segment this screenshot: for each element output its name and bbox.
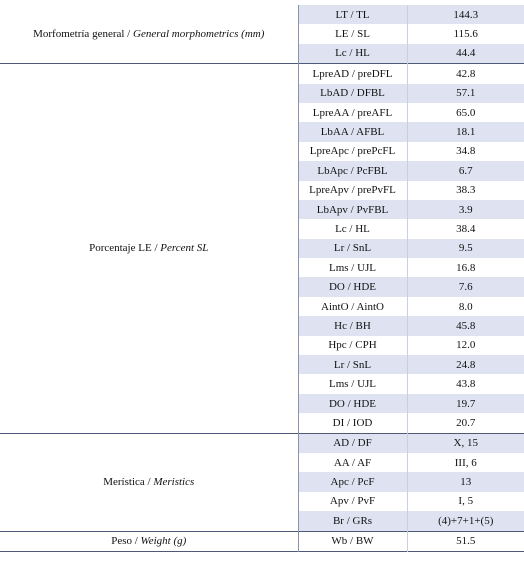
value: 34.8	[456, 145, 476, 158]
value: 9.5	[407, 238, 524, 259]
value: 12.0	[456, 339, 476, 352]
measure: Apv / PvF	[298, 491, 408, 512]
value: 7.6	[407, 277, 524, 297]
group-label: Peso / Weight (g)	[0, 530, 299, 552]
group-label: Merística / Meristics	[0, 432, 299, 532]
value: 8.0	[458, 300, 473, 313]
table-row: DO / HDE 7.6	[0, 277, 524, 297]
value: 43.8	[456, 378, 476, 391]
measure: DO / HDE	[298, 393, 408, 414]
table-row: LbApv / PvFBL 3.9	[0, 199, 524, 220]
group-label: Porcentaje LE / Percent SL	[0, 63, 299, 434]
table-row: Br / GRs (4)+7+1+(5)	[0, 511, 524, 532]
value: 24.8	[407, 355, 524, 375]
value: 38.3	[456, 184, 476, 197]
measure: Lr / SnL	[298, 355, 408, 375]
table-row: Hpc / CPH 12.0	[0, 335, 524, 356]
table-row: Lms / UJL 43.8	[0, 374, 524, 394]
measure: LpreApv / prePvFL	[298, 180, 408, 200]
measure: LbApc / PcFBL	[298, 161, 408, 181]
measure: LpreAA / preAFL	[298, 102, 408, 123]
value: 20.7	[456, 416, 476, 429]
measure: Hpc / CPH	[298, 335, 408, 356]
measure: Lc / HL	[298, 219, 408, 239]
measure: Lr / SnL	[298, 238, 408, 259]
table-row: LbAA / AFBL 18.1	[0, 122, 524, 142]
value: 45.8	[407, 316, 524, 336]
value: 57.1	[407, 83, 524, 103]
value: 6.7	[407, 161, 524, 181]
measure: AA / AF	[298, 452, 408, 473]
label-en: Meristics	[153, 476, 195, 489]
table-row: Apc / PcF 13	[0, 472, 524, 492]
measure: LT / TL	[298, 5, 408, 25]
measure: LbAA / AFBL	[298, 122, 408, 142]
value: 42.8	[407, 63, 524, 84]
measure: Lms / UJL	[298, 374, 408, 394]
table-row: Apv / PvF I, 5	[0, 491, 524, 512]
value: X, 15	[407, 432, 524, 453]
group-label: Morfometría general / General morphometr…	[0, 5, 299, 64]
label-en: Weight (g)	[140, 535, 187, 548]
value: III, 6	[454, 456, 477, 469]
table-row: LpreApv / prePvFL 38.3	[0, 180, 524, 200]
value: (4)+7+1+(5)	[407, 511, 524, 532]
table-row: Lc / HL 44.4	[0, 43, 524, 64]
measure: LpreAD / preDFL	[298, 63, 408, 84]
value: 13	[407, 472, 524, 492]
value: 3.9	[407, 199, 524, 220]
table-row: LbApc / PcFBL 6.7	[0, 161, 524, 181]
measure: LE / SL	[298, 24, 408, 44]
value: 144.3	[407, 5, 524, 25]
value: 38.4	[456, 222, 476, 235]
table-row: LpreApc / prePcFL 34.8	[0, 141, 524, 162]
table-row: Lr / SnL 9.5	[0, 238, 524, 259]
value: 115.6	[453, 28, 478, 41]
measure: LbAD / DFBL	[298, 83, 408, 103]
measure: DI / IOD	[298, 413, 408, 434]
table-row: LpreAA / preAFL 65.0	[0, 102, 524, 123]
measure: Apc / PcF	[298, 472, 408, 492]
table-row: Lr / SnL 24.8	[0, 355, 524, 375]
measure: AD / DF	[298, 432, 408, 453]
value: 18.1	[407, 122, 524, 142]
table-row: Porcentaje LE / Percent SL LpreAD / preDF…	[0, 63, 524, 434]
measure: Hc / BH	[298, 316, 408, 336]
table-row: AA / AF III, 6	[0, 452, 524, 473]
table-row: DO / HDE 19.7	[0, 393, 524, 414]
table-row: LE / SL 115.6	[0, 24, 524, 44]
table-row: Morfometría general / General morphometr…	[0, 5, 524, 64]
value: 65.0	[456, 106, 476, 119]
label-en: General morphometrics (mm)	[133, 28, 265, 41]
value: I, 5	[458, 495, 474, 508]
table-row: Hc / BH 45.8	[0, 316, 524, 336]
value: 44.4	[407, 43, 524, 64]
table-row: Merística / Meristics AD / DF X, 15	[0, 432, 524, 532]
measure: LbApv / PvFBL	[298, 199, 408, 220]
value: 19.7	[407, 393, 524, 414]
table-row: AintO / AintO 8.0	[0, 296, 524, 317]
label-es: Peso /	[111, 535, 138, 548]
label-es: Morfometría general /	[33, 28, 131, 41]
table-row: Lms / UJL 16.8	[0, 258, 524, 278]
measure: LpreApc / prePcFL	[298, 141, 408, 162]
label-es: Merística /	[103, 476, 151, 489]
measure: Wb / BW	[298, 530, 408, 552]
table-row: Peso / Weight (g) Wb / BW 51.5	[0, 530, 524, 552]
morphometrics-table: Morfometría general / General morphometr…	[0, 5, 524, 552]
table-row: DI / IOD 20.7	[0, 413, 524, 434]
table-row: Lc / HL 38.4	[0, 219, 524, 239]
label-es: Porcentaje LE /	[89, 242, 158, 255]
measure: AintO / AintO	[298, 296, 408, 317]
measure: Lc / HL	[298, 43, 408, 64]
value: 51.5	[407, 530, 524, 552]
measure: Lms / UJL	[298, 258, 408, 278]
measure: DO / HDE	[298, 277, 408, 297]
label-en: Percent SL	[160, 242, 209, 255]
measure: Br / GRs	[298, 511, 408, 532]
table-row: LbAD / DFBL 57.1	[0, 83, 524, 103]
value: 16.8	[456, 261, 476, 274]
